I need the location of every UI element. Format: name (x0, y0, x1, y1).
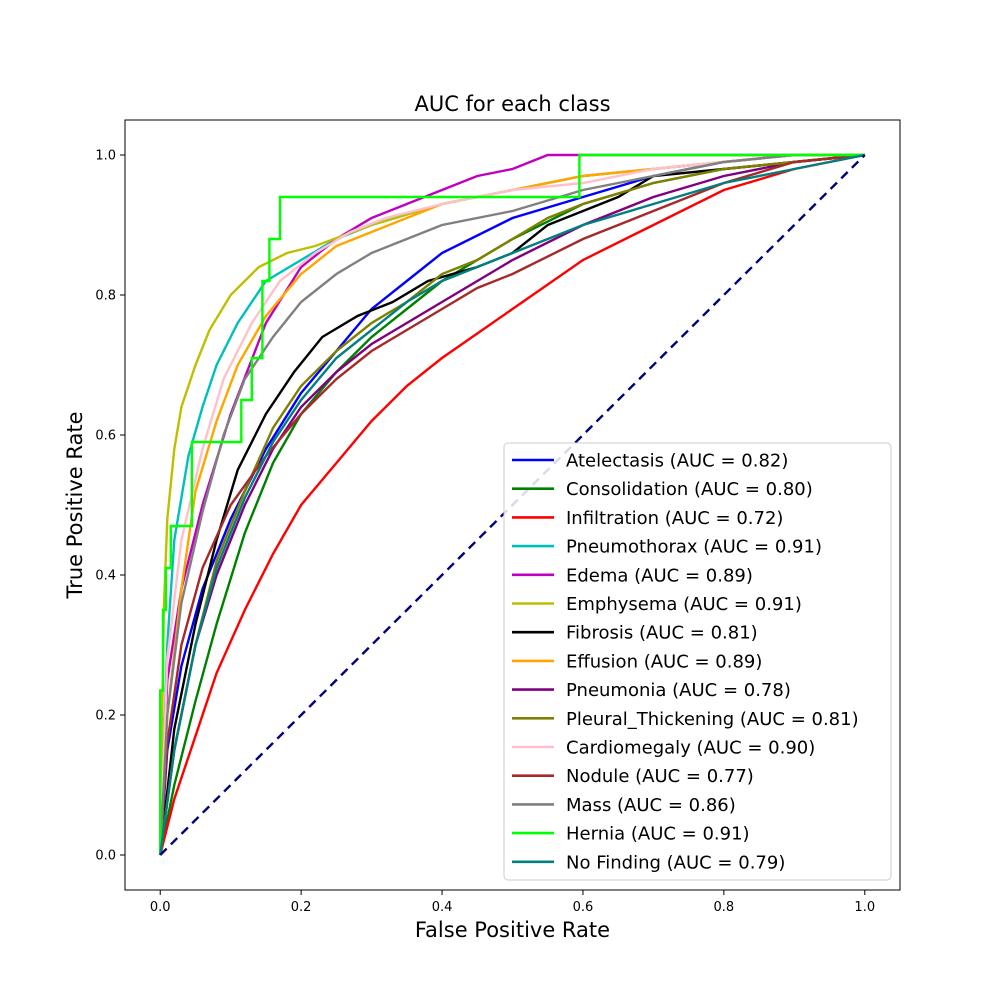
series-line-8 (159, 153, 865, 856)
y-tick-label: 0.8 (95, 289, 116, 304)
y-tick-label: 1.0 (95, 149, 116, 164)
legend-label: Nodule (AUC = 0.77) (566, 766, 754, 787)
plot-frame (124, 119, 901, 891)
x-axis-title: False Positive Rate (415, 918, 610, 942)
legend-label: Atelectasis (AUC = 0.82) (566, 451, 788, 472)
series-line-13 (158, 153, 865, 855)
x-tick-label: 0.2 (291, 900, 312, 915)
legend-label: Edema (AUC = 0.89) (566, 565, 753, 586)
x-tick-label: 0.8 (714, 900, 735, 915)
legend-label: Infiltration (AUC = 0.72) (566, 508, 783, 529)
legend-label: Hernia (AUC = 0.91) (566, 824, 750, 845)
y-axis-ticks: 0.0 0.2 0.4 0.6 0.8 1.0 (95, 149, 125, 864)
legend-label: Consolidation (AUC = 0.80) (566, 479, 813, 500)
legend-label: Pleural_Thickening (AUC = 0.81) (566, 709, 859, 730)
legend-label: Mass (AUC = 0.86) (566, 795, 736, 816)
x-tick-label: 1.0 (854, 900, 875, 915)
y-tick-label: 0.2 (95, 709, 116, 724)
plot-area (158, 153, 866, 856)
legend-label: Emphysema (AUC = 0.91) (566, 594, 802, 615)
x-tick-label: 0.0 (150, 900, 171, 915)
series-line-10 (159, 153, 865, 856)
legend-label: Cardiomegaly (AUC = 0.90) (566, 738, 815, 759)
legend-label: Pneumonia (AUC = 0.78) (566, 680, 791, 701)
x-axis-ticks: 0.0 0.2 0.4 0.6 0.8 1.0 (150, 890, 875, 915)
legend-box (503, 442, 892, 881)
series-line-12 (159, 153, 865, 856)
y-tick-label: 0.0 (95, 849, 116, 864)
y-tick-label: 0.6 (95, 429, 116, 444)
chart-title: AUC for each class (414, 92, 610, 116)
legend-label: Effusion (AUC = 0.89) (566, 651, 762, 672)
legend-label: Pneumothorax (AUC = 0.91) (566, 537, 822, 558)
x-tick-label: 0.4 (432, 900, 453, 915)
legend-label: Fibrosis (AUC = 0.81) (566, 623, 758, 644)
series-line-14 (159, 153, 866, 856)
legend-label: No Finding (AUC = 0.79) (566, 852, 785, 873)
legend: Atelectasis (AUC = 0.82) Consolidation (A… (503, 442, 892, 881)
series-line-11 (159, 153, 865, 856)
series-line-2 (159, 153, 866, 856)
y-axis-title: True Positive Rate (63, 411, 87, 599)
x-tick-label: 0.6 (573, 900, 594, 915)
y-tick-label: 0.4 (95, 569, 116, 584)
